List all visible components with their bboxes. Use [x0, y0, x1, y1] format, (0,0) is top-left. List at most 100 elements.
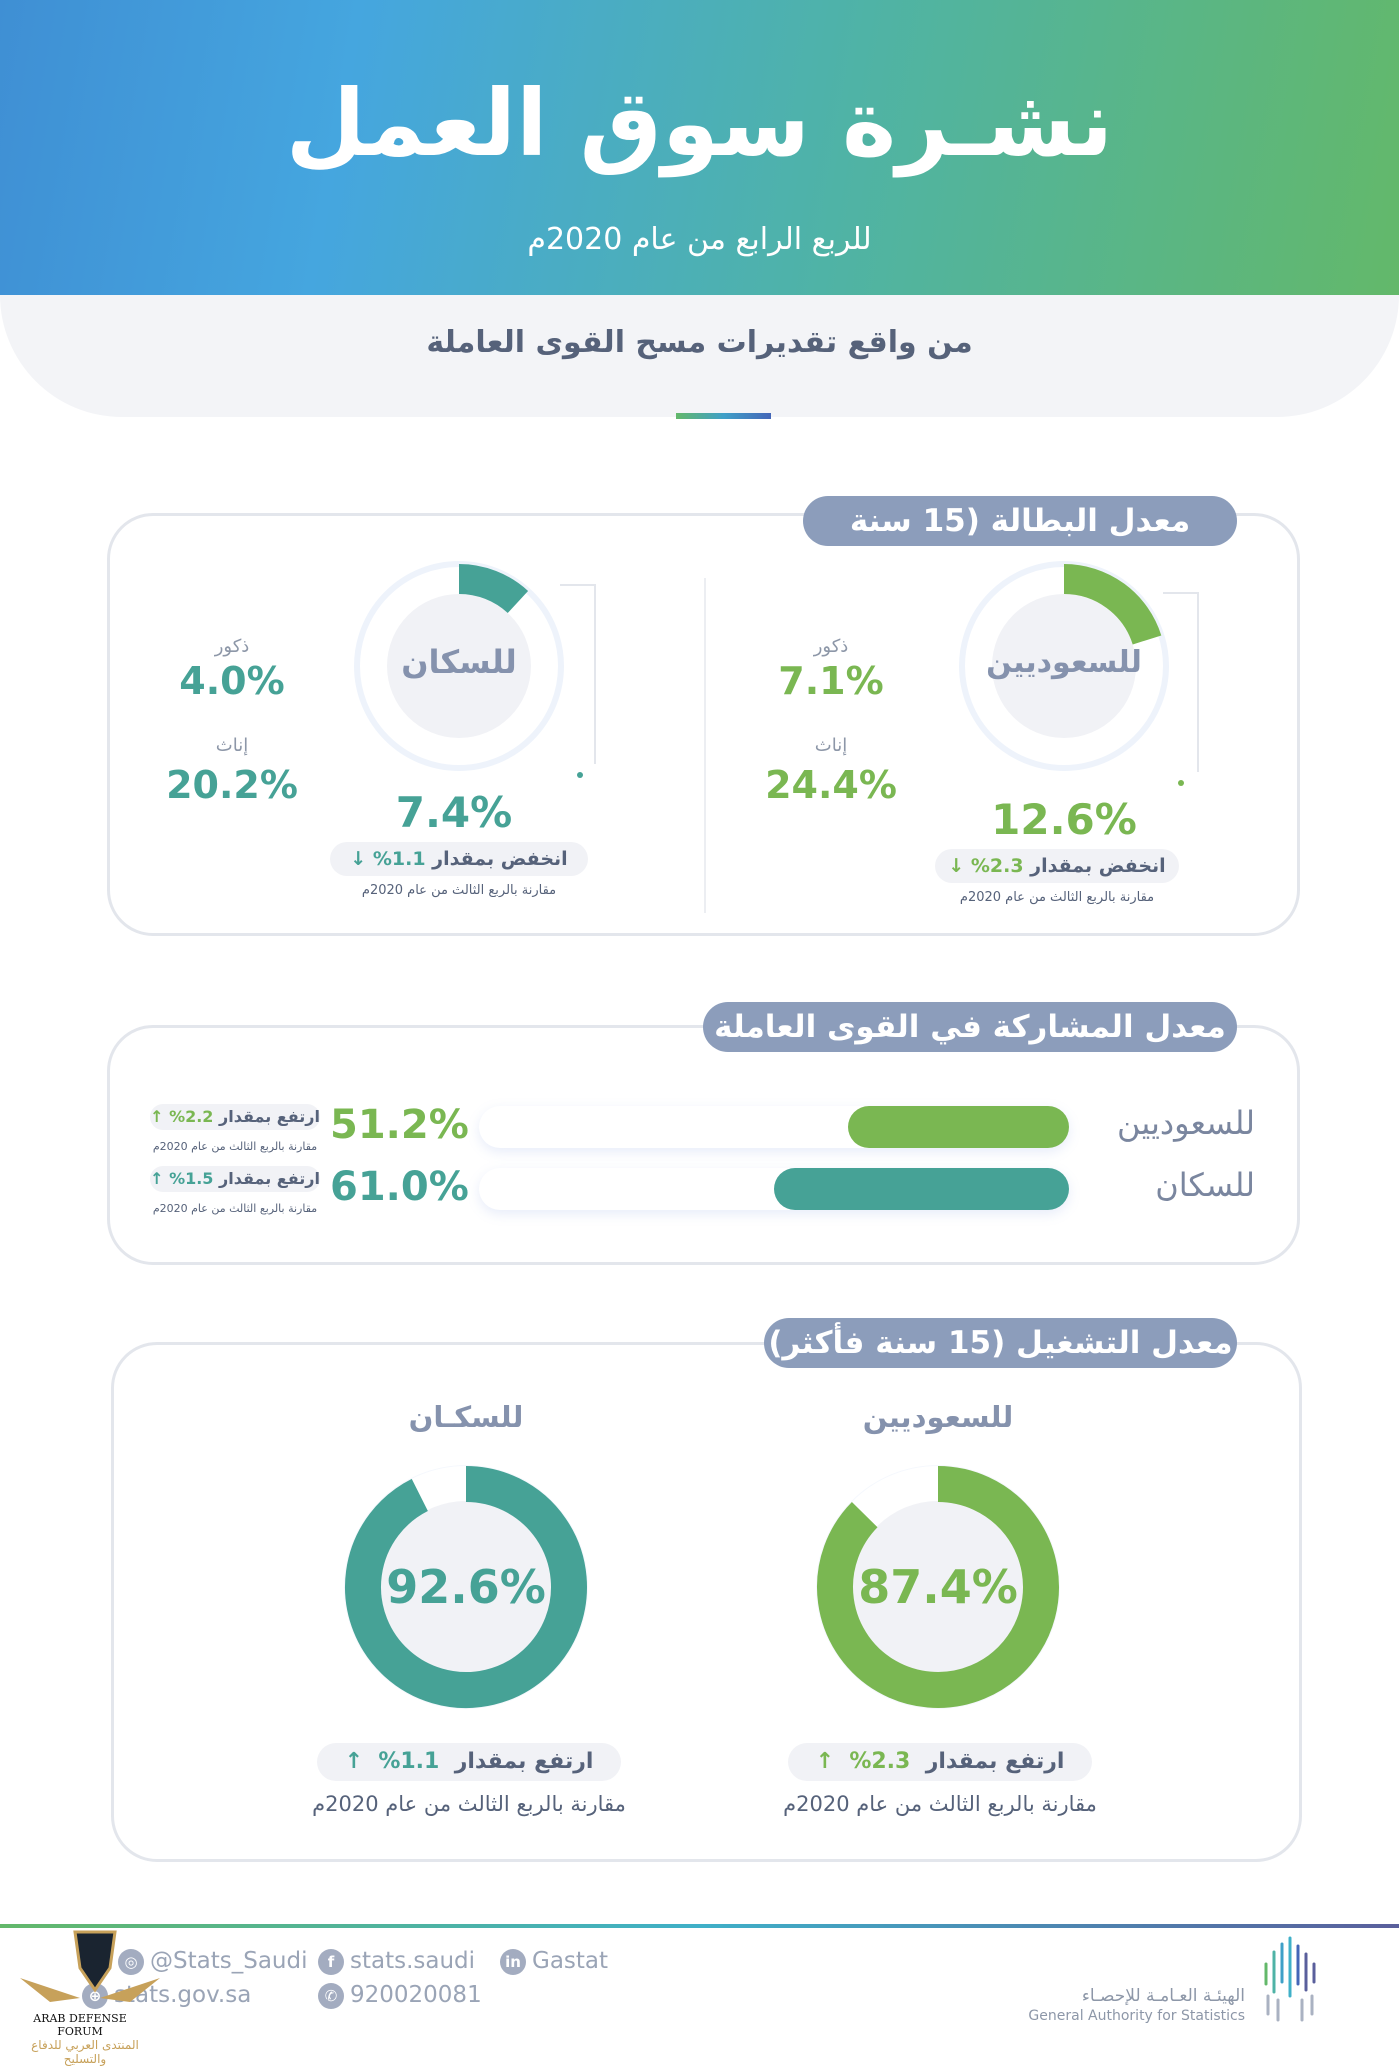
donut-center [380, 1501, 552, 1673]
arrow-up-icon: ↑ [344, 1749, 363, 1774]
saudi-unemployment-change: انخفض بمقدار 2.3% ↓ [935, 849, 1179, 883]
change-value: 2.3% [970, 855, 1024, 877]
facebook-handle: stats.saudi [350, 1948, 476, 1974]
participation-value: 51.2% [330, 1102, 469, 1148]
phone-number: 920020081 [350, 1982, 482, 2008]
instagram-icon: ◎ [118, 1948, 144, 1975]
twitter-link[interactable]: ◎ @Stats_Saudi [118, 1948, 307, 1975]
compare-note: مقارنة بالربع الثالث من عام 2020م [152, 1140, 318, 1153]
phone-icon: ✆ [318, 1982, 344, 2009]
population-unemployment-value: 7.4% [395, 788, 513, 837]
donut-center [992, 594, 1136, 738]
employment-title: معدل التشغيل (15 سنة فأكثر) [764, 1318, 1237, 1368]
population-unemployment-change: انخفض بمقدار 1.1% ↓ [330, 842, 588, 876]
participation-bar-track [479, 1106, 1069, 1148]
population-employment-label: للسكـان [408, 1400, 524, 1434]
donut-arc [1063, 564, 1162, 645]
donut-arc [345, 1466, 587, 1708]
change-label: ارتفع بمقدار [219, 1107, 320, 1126]
compare-note: مقارنة بالربع الثالث من عام 2020م [783, 1792, 1097, 1816]
page-subtitle: للربع الرابع من عام 2020م [527, 222, 872, 257]
participation-title: معدل المشاركة في القوى العاملة [703, 1002, 1237, 1052]
change-value: 2.3% [849, 1749, 911, 1774]
saudi-employment-donut [816, 1465, 1060, 1709]
phone-link[interactable]: ✆ 920020081 [318, 1982, 482, 2009]
org-name-ar: الهيئـة العـامـة للإحصـاء [1081, 1986, 1245, 2006]
population-male-value: 4.0% [179, 659, 285, 703]
change-label: انخفض بمقدار [1030, 855, 1166, 877]
watermark-text-ar: المنتدى العربي للدفاع والتسليح [31, 2038, 139, 2066]
saudi-employment-label: للسعوديين [862, 1400, 1014, 1434]
compare-note: مقارنة بالربع الثالث من عام 2020م [312, 1792, 626, 1816]
participation-bar-fill [848, 1106, 1069, 1148]
saudi-unemployment-value: 12.6% [991, 795, 1137, 844]
source-text: من واقع تقديرات مسح القوى العاملة [426, 325, 973, 360]
twitter-handle: @Stats_Saudi [150, 1948, 308, 1974]
donut-arc [817, 1466, 1059, 1708]
participation-change: ارتفع بمقدار 1.5% ↑ [150, 1166, 320, 1192]
saudi-female-value: 24.4% [765, 763, 897, 807]
source-panel [0, 295, 1399, 417]
arrow-up-icon: ↑ [815, 1749, 834, 1774]
org-name-en: General Authority for Statistics [1028, 2008, 1245, 2024]
accent-divider [676, 413, 771, 419]
arrow-up-icon: ↑ [150, 1169, 164, 1188]
linkedin-handle: Gastat [532, 1948, 609, 1974]
linkedin-link[interactable]: in Gastat [500, 1948, 608, 1975]
donut-center [852, 1501, 1024, 1673]
change-value: 1.5% [169, 1169, 214, 1188]
population-donut-label: للسكان [401, 643, 517, 681]
footer-divider [0, 1924, 1399, 1928]
saudi-male-value: 7.1% [778, 659, 884, 703]
change-value: 1.1% [372, 848, 426, 870]
female-label: إناث [215, 735, 249, 756]
participation-row-label: للسكان [1155, 1166, 1255, 1204]
page-title: نشـرة سوق العمل [285, 70, 1114, 177]
globe-icon: ⊕ [82, 1982, 108, 2009]
leader-line [1163, 592, 1199, 772]
participation-row-label: للسعوديين [1116, 1104, 1255, 1142]
saudi-employment-value: 87.4% [858, 1560, 1018, 1614]
compare-note: مقارنة بالربع الثالث من عام 2020م [959, 890, 1155, 905]
employment-section [111, 1342, 1302, 1862]
leader-line [560, 584, 596, 764]
population-employment-value: 92.6% [386, 1560, 546, 1614]
facebook-link[interactable]: f stats.saudi [318, 1948, 475, 1975]
saudi-employment-change: ارتفع بمقدار 2.3% ↑ [788, 1743, 1092, 1781]
unemployment-title: معدل البطالة (15 سنة فأكثر) [803, 496, 1237, 589]
leader-dot [1178, 780, 1184, 786]
watermark-text-en: ARAB DEFENSE FORUM [33, 2012, 127, 2038]
saudi-unemployment-donut [959, 561, 1169, 771]
leader-dot [577, 772, 583, 778]
change-label: ارتفع بمقدار [219, 1169, 320, 1188]
change-label: ارتفع بمقدار [925, 1749, 1065, 1774]
arrow-down-icon: ↓ [948, 855, 965, 877]
population-employment-donut [344, 1465, 588, 1709]
gastat-logo [1264, 1936, 1316, 2022]
linkedin-icon: in [500, 1948, 526, 1975]
header-banner [0, 0, 1399, 295]
male-label: ذكور [214, 636, 250, 657]
population-employment-change: ارتفع بمقدار 1.1% ↑ [317, 1743, 621, 1781]
arrow-up-icon: ↑ [150, 1107, 164, 1126]
change-value: 2.2% [169, 1107, 214, 1126]
compare-note: مقارنة بالربع الثالث من عام 2020م [361, 883, 557, 898]
change-label: انخفض بمقدار [432, 848, 568, 870]
donut-center [387, 594, 531, 738]
donut-arc [458, 564, 529, 614]
change-value: 1.1% [378, 1749, 440, 1774]
participation-bar-fill [774, 1168, 1069, 1210]
website-link[interactable]: ⊕ stats.gov.sa [82, 1982, 251, 2009]
section-divider [704, 578, 706, 913]
watermark-logo: ARAB DEFENSE FORUM المنتدى العربي للدفاع… [10, 1928, 170, 2066]
change-label: ارتفع بمقدار [454, 1749, 594, 1774]
participation-change: ارتفع بمقدار 2.2% ↑ [150, 1104, 320, 1130]
male-label: ذكور [813, 636, 849, 657]
population-unemployment-donut [354, 561, 564, 771]
arrow-down-icon: ↓ [350, 848, 367, 870]
compare-note: مقارنة بالربع الثالث من عام 2020م [152, 1202, 318, 1215]
shield-icon [20, 1930, 160, 2002]
female-label: إناث [814, 735, 848, 756]
facebook-icon: f [318, 1948, 344, 1975]
population-female-value: 20.2% [166, 763, 298, 807]
